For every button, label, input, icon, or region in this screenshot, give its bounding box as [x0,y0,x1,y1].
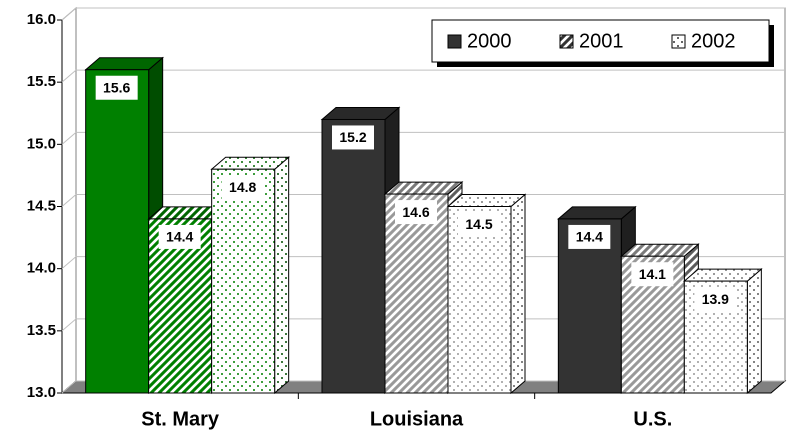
y-tick-label: 15.5 [27,73,56,90]
y-tick-label: 14.0 [27,260,56,277]
x-tick-label: Louisiana [370,408,464,430]
value-label: 14.5 [465,216,492,232]
legend-label: 2001 [579,30,624,52]
legend-swatch [559,34,574,49]
grid-line [61,7,785,21]
value-label: 14.4 [166,229,193,245]
value-label-box [158,224,201,249]
bar-front [211,168,276,394]
value-label-box [631,262,674,287]
grid-line [61,318,785,332]
value-label-box [221,175,264,200]
bar-top [446,194,527,207]
value-label: 14.8 [229,179,256,195]
bar-side [746,268,762,395]
value-label-box [694,287,737,312]
value-label: 14.4 [576,229,603,245]
y-tick-label: 13.5 [27,322,56,339]
legend-swatch [671,34,686,49]
grid-line [61,69,785,83]
x-tick-label: U.S. [633,408,672,430]
value-label: 14.1 [639,266,666,282]
bar-top [210,156,291,170]
value-label-box [395,200,437,225]
bar-front [85,69,150,394]
legend [431,19,770,63]
bar-top [619,243,700,257]
y-tick-label: 16.0 [27,11,56,28]
value-label-box [332,125,374,150]
bar-top [320,106,401,120]
y-tick-label: 13.0 [27,384,56,401]
grid-line [61,131,785,145]
x-tick-label: St. Mary [141,408,220,430]
y-tick-label: 15.0 [27,135,56,152]
bar-top [84,57,165,71]
bar-front [321,118,386,394]
value-label: 14.6 [402,204,429,220]
grid-line [61,380,785,394]
bar-top [556,206,637,220]
legend-swatch [447,34,462,49]
value-label-box [568,224,611,249]
legend-label: 2000 [467,30,512,52]
legend-label: 2002 [691,30,736,52]
bar-side [274,156,290,395]
value-label: 15.6 [103,79,130,95]
value-label-box [458,212,500,237]
bar [446,193,527,395]
bar-top [383,181,464,195]
grid-line [61,256,785,270]
bar-side [510,193,526,395]
bar-front [384,193,449,394]
grid-line [61,194,785,207]
value-label: 13.9 [702,291,729,307]
bar [210,156,291,395]
y-tick-label: 14.5 [27,197,56,214]
bar-front [447,206,512,394]
value-label-box [95,75,138,100]
bar-top [682,268,763,282]
value-label: 15.2 [339,129,366,145]
